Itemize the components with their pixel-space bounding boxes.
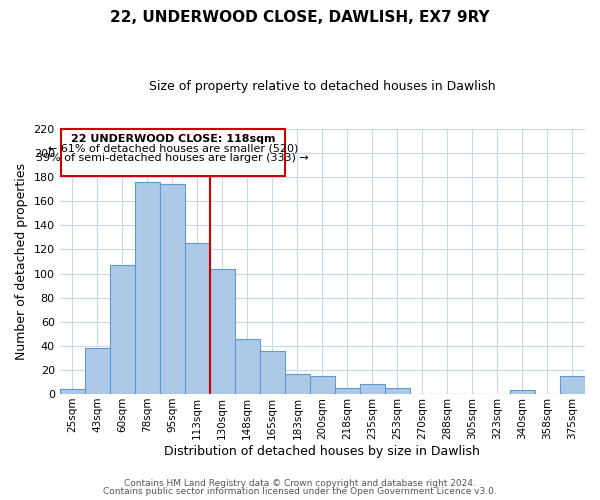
Bar xyxy=(61,129,285,176)
Bar xyxy=(360,384,385,394)
Bar xyxy=(510,390,535,394)
Bar xyxy=(59,389,85,394)
Bar xyxy=(185,244,210,394)
Text: Contains HM Land Registry data © Crown copyright and database right 2024.: Contains HM Land Registry data © Crown c… xyxy=(124,478,476,488)
Text: 22, UNDERWOOD CLOSE, DAWLISH, EX7 9RY: 22, UNDERWOOD CLOSE, DAWLISH, EX7 9RY xyxy=(110,10,490,25)
Bar xyxy=(335,388,360,394)
X-axis label: Distribution of detached houses by size in Dawlish: Distribution of detached houses by size … xyxy=(164,444,480,458)
Title: Size of property relative to detached houses in Dawlish: Size of property relative to detached ho… xyxy=(149,80,496,93)
Bar xyxy=(385,388,410,394)
Bar xyxy=(135,182,160,394)
Text: ← 61% of detached houses are smaller (520): ← 61% of detached houses are smaller (52… xyxy=(47,144,298,154)
Bar xyxy=(560,376,585,394)
Bar xyxy=(160,184,185,394)
Bar xyxy=(85,348,110,394)
Bar xyxy=(235,338,260,394)
Bar xyxy=(260,350,285,394)
Bar xyxy=(110,265,135,394)
Bar xyxy=(210,268,235,394)
Text: Contains public sector information licensed under the Open Government Licence v3: Contains public sector information licen… xyxy=(103,487,497,496)
Bar xyxy=(285,374,310,394)
Text: 39% of semi-detached houses are larger (333) →: 39% of semi-detached houses are larger (… xyxy=(37,153,309,163)
Text: 22 UNDERWOOD CLOSE: 118sqm: 22 UNDERWOOD CLOSE: 118sqm xyxy=(71,134,275,143)
Bar xyxy=(310,376,335,394)
Y-axis label: Number of detached properties: Number of detached properties xyxy=(15,163,28,360)
